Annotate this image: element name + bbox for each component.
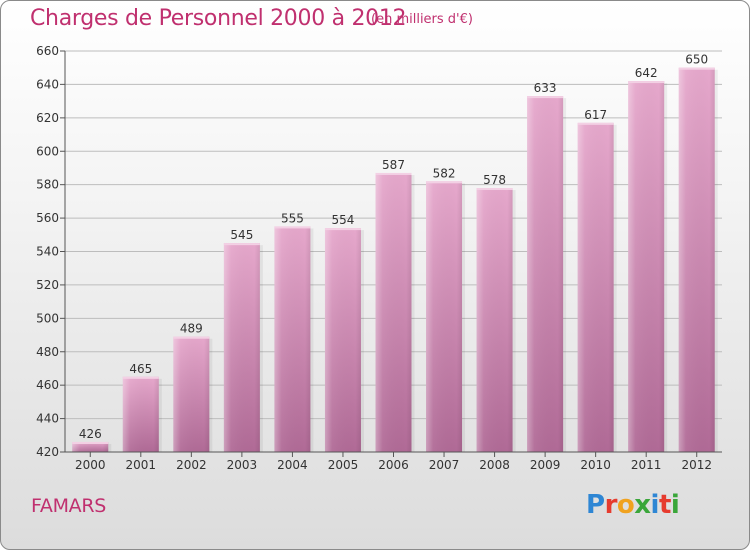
value-label: 642 <box>635 66 658 80</box>
bar-cap <box>324 228 361 231</box>
x-tick-label: 2006 <box>378 458 409 472</box>
bar-cap <box>274 226 311 229</box>
bar-shine <box>173 336 210 452</box>
x-tick-label: 2002 <box>176 458 207 472</box>
bar-shine <box>628 81 665 452</box>
logo-letter: o <box>616 490 635 520</box>
logo-letter: P <box>586 490 605 520</box>
bar-shine <box>577 122 614 453</box>
bar-cap <box>375 172 412 175</box>
logo-letter: r <box>604 490 618 520</box>
logo-letter: i <box>650 490 660 520</box>
y-tick-label: 540 <box>36 245 59 259</box>
x-tick-label: 2007 <box>429 458 460 472</box>
value-label: 587 <box>382 158 405 172</box>
bar-cap <box>72 441 109 444</box>
bar-cap <box>426 181 463 184</box>
bar-cap <box>122 376 159 379</box>
y-tick-label: 660 <box>36 44 59 58</box>
x-tick-label: 2005 <box>328 458 359 472</box>
x-tick-label: 2000 <box>75 458 106 472</box>
bar-shine <box>274 226 311 452</box>
value-label: 650 <box>685 53 708 67</box>
bar-cap <box>527 96 564 99</box>
bar-shine <box>72 441 109 452</box>
bar-shine <box>324 228 361 452</box>
value-label: 545 <box>230 228 253 242</box>
y-tick-label: 480 <box>36 345 59 359</box>
bar-cap <box>577 122 614 125</box>
y-tick-label: 420 <box>36 445 59 459</box>
logo-letter: x <box>634 490 651 520</box>
x-tick-label: 2011 <box>631 458 662 472</box>
y-tick-label: 520 <box>36 278 59 292</box>
chart-title: Charges de Personnel 2000 à 2012 <box>30 6 407 31</box>
y-tick-label: 640 <box>36 77 59 91</box>
value-label: 554 <box>332 213 355 227</box>
x-tick-label: 2001 <box>126 458 157 472</box>
logo-letter: i <box>670 490 680 520</box>
bar-cap <box>223 243 260 246</box>
value-label: 489 <box>180 322 203 336</box>
y-tick-label: 560 <box>36 211 59 225</box>
value-label: 617 <box>584 108 607 122</box>
x-tick-label: 2008 <box>479 458 510 472</box>
bar-shine <box>527 96 564 453</box>
value-label: 465 <box>129 362 152 376</box>
y-tick-label: 620 <box>36 111 59 125</box>
bar-cap <box>678 67 715 70</box>
bar-shine <box>426 181 463 452</box>
bar-shine <box>223 243 260 452</box>
value-label: 582 <box>433 166 456 180</box>
x-tick-label: 2003 <box>227 458 258 472</box>
proxiti-logo[interactable]: Proxiti <box>586 490 680 520</box>
x-tick-label: 2010 <box>580 458 611 472</box>
y-tick-label: 600 <box>36 144 59 158</box>
axis-layer: 420 440 460 480 500 520 540 560 580 600 620 640 660 2… <box>36 44 722 472</box>
y-tick-label: 580 <box>36 178 59 192</box>
y-tick-label: 500 <box>36 311 59 325</box>
bar-cap <box>173 336 210 339</box>
logo-letter: t <box>658 490 671 520</box>
bar-shine <box>476 188 513 452</box>
bar-shine <box>678 67 715 452</box>
value-label: 426 <box>79 427 102 441</box>
value-label: 555 <box>281 211 304 225</box>
bar-shine <box>122 376 159 452</box>
bar-cap <box>628 81 665 84</box>
x-tick-label: 2009 <box>530 458 561 472</box>
value-label: 633 <box>534 81 557 95</box>
city-name: FAMARS <box>31 495 107 517</box>
bar-layer: 426 465 489 545 555 554 587 582 578 633 617 642 650 <box>72 53 718 453</box>
x-tick-label: 2004 <box>277 458 308 472</box>
y-tick-label: 440 <box>36 412 59 426</box>
x-tick-label: 2012 <box>681 458 712 472</box>
value-label: 578 <box>483 173 506 187</box>
bar-shine <box>375 172 412 453</box>
bar-cap <box>476 188 513 191</box>
y-tick-label: 460 <box>36 378 59 392</box>
chart-subtitle: (en milliers d'€) <box>371 12 473 27</box>
